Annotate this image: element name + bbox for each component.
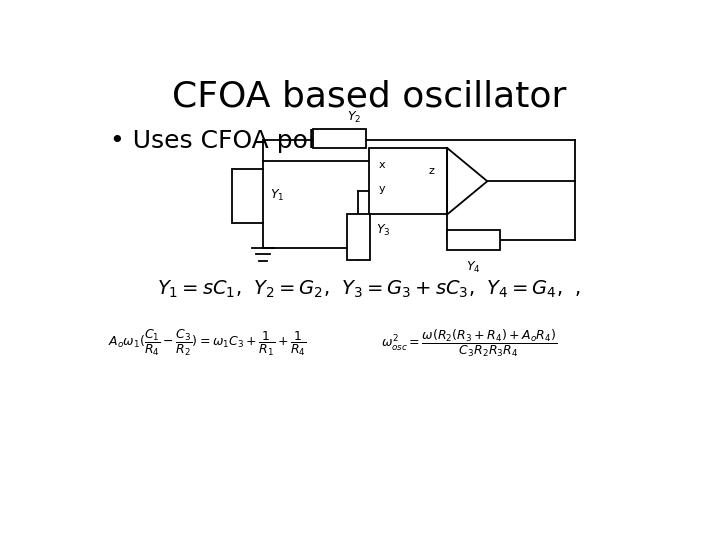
Text: $Y_3$: $Y_3$ [376, 223, 390, 238]
Text: $\omega_{osc}^2=\dfrac{\omega(R_2(R_3+R_4)+A_o R_4)}{C_3 R_2 R_3 R_4}$: $\omega_{osc}^2=\dfrac{\omega(R_2(R_3+R_… [382, 328, 557, 359]
Text: CFOA based oscillator: CFOA based oscillator [172, 79, 566, 113]
Text: z: z [428, 166, 434, 176]
Text: • Uses CFOA pole: • Uses CFOA pole [109, 129, 330, 153]
Text: $Y_1$: $Y_1$ [270, 188, 284, 204]
Text: $Y_2$: $Y_2$ [346, 110, 361, 125]
Bar [313, 129, 366, 148]
Bar [347, 214, 370, 260]
Bar [369, 148, 447, 214]
Bar [233, 168, 263, 223]
Text: $Y_1=sC_1$,  $Y_2=G_2$,  $Y_3=G_3+sC_3$,  $Y_4=G_4$,  ,: $Y_1=sC_1$, $Y_2=G_2$, $Y_3=G_3+sC_3$, $… [157, 279, 581, 300]
Text: y: y [379, 184, 386, 194]
Text: $Y_4$: $Y_4$ [467, 260, 481, 275]
Bar [447, 230, 500, 250]
Text: $A_o\omega_1(\dfrac{C_1}{R_4}-\dfrac{C_3}{R_2})=\omega_1 C_3+\dfrac{1}{R_1}+\dfr: $A_o\omega_1(\dfrac{C_1}{R_4}-\dfrac{C_3… [108, 328, 307, 359]
Text: x: x [379, 160, 386, 171]
